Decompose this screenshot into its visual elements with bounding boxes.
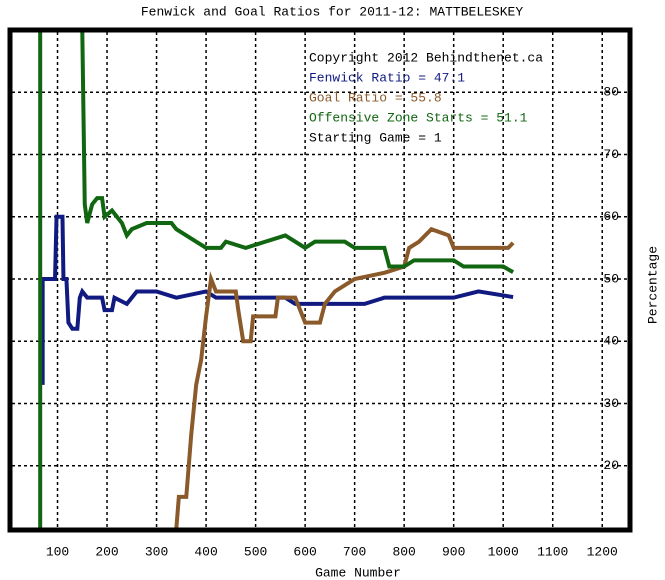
series-line [174,226,515,528]
x-tick-label: 600 [293,544,316,559]
x-tick-label: 200 [95,544,118,559]
y-tick-label: 40 [603,334,619,349]
chart-title: Fenwick and Goal Ratios for 2011-12: MAT… [141,4,523,19]
y-axis-label: Percentage [645,246,660,324]
x-tick-label: 1200 [587,544,618,559]
annotation: Goal Ratio = 55.8 [309,90,442,105]
annotation: Starting Game = 1 [309,130,442,145]
y-tick-label: 80 [603,85,619,100]
x-tick-label: 100 [46,544,69,559]
y-tick-label: 70 [603,147,619,162]
x-tick-label: 800 [392,544,415,559]
series-line [38,32,515,528]
x-tick-label: 900 [442,544,465,559]
x-tick-label: 300 [145,544,168,559]
x-tick-label: 700 [343,544,366,559]
y-tick-label: 60 [603,209,619,224]
annotation: Offensive Zone Starts = 51.1 [309,110,528,125]
x-tick-label: 1000 [488,544,519,559]
x-tick-label: 400 [194,544,217,559]
x-tick-label: 500 [244,544,267,559]
plot-frame [7,27,633,533]
annotation: Copyright 2012 Behindthenet.ca [309,50,543,65]
y-tick-label: 50 [603,271,619,286]
annotation: Fenwick Ratio = 47.1 [309,70,465,85]
series-line [40,214,514,385]
x-tick-label: 1100 [537,544,568,559]
plot-area [12,32,628,528]
y-tick-label: 30 [603,396,619,411]
x-axis-label: Game Number [315,565,401,580]
y-tick-label: 20 [603,458,619,473]
